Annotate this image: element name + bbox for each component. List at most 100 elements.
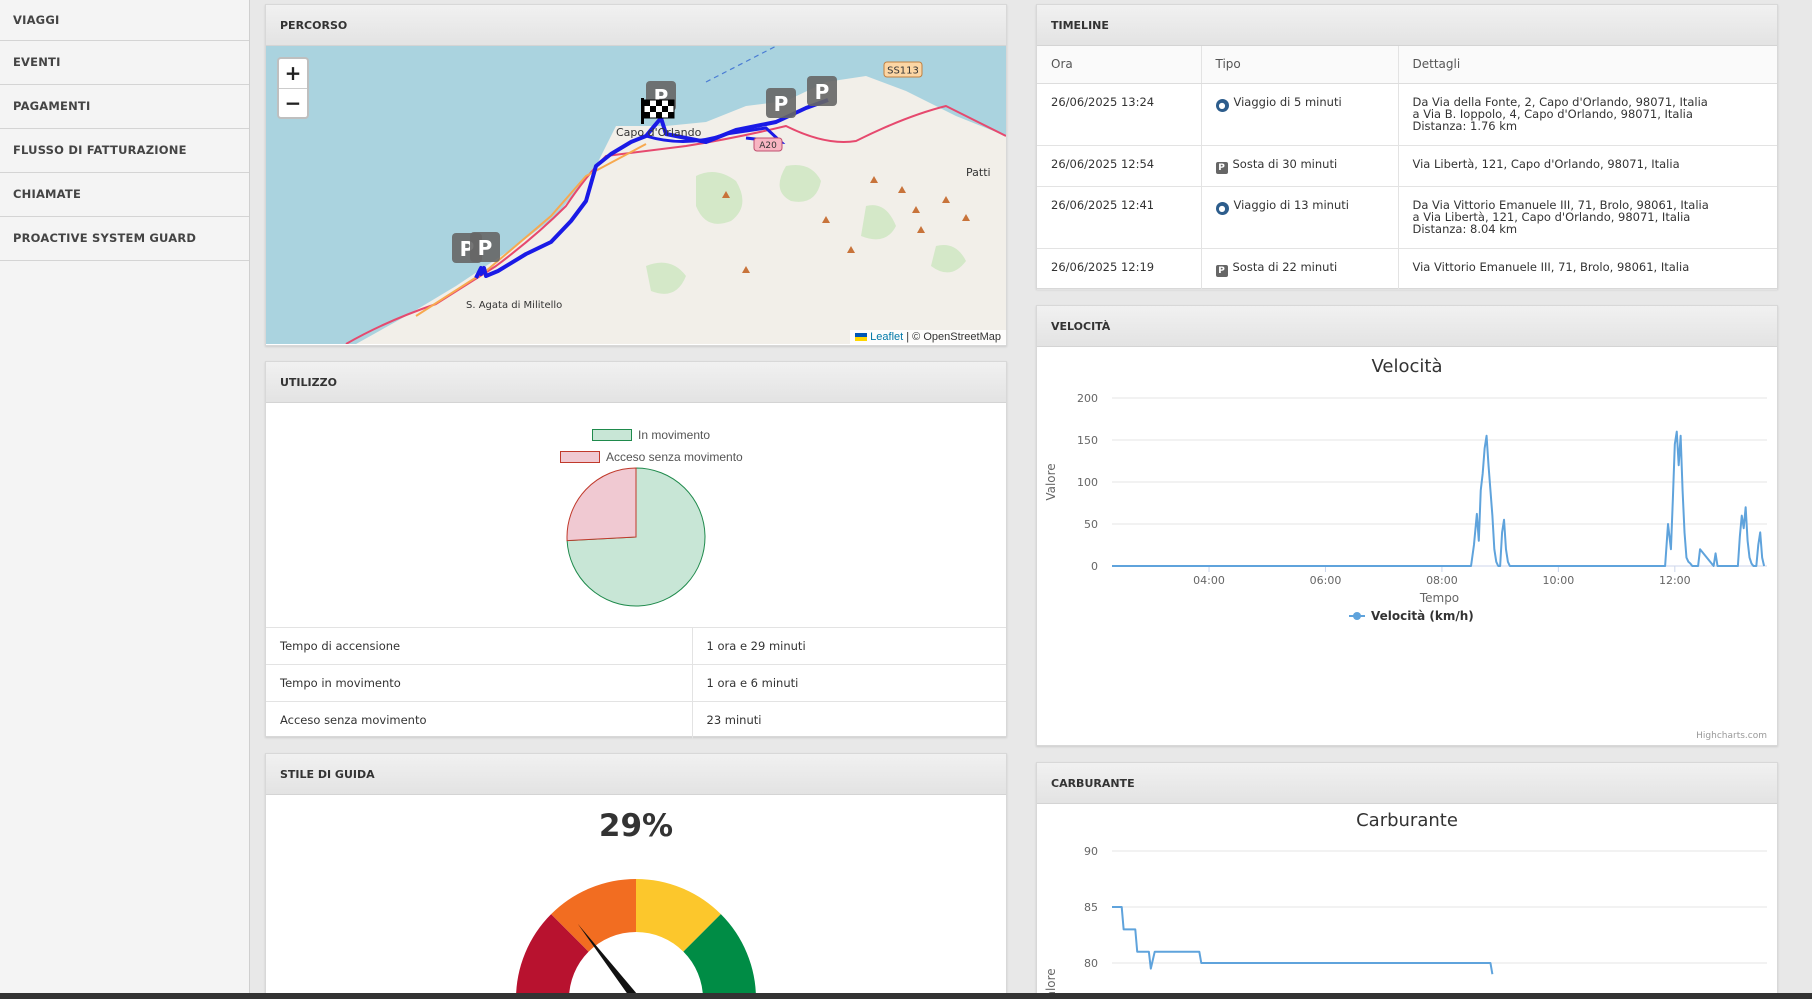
series-line xyxy=(1112,430,1766,567)
row-type: ● Viaggio di 13 minuti xyxy=(1201,186,1399,249)
row-time: 26/06/2025 12:54 xyxy=(1037,145,1202,187)
route-map[interactable]: P P P P P SS113 A20 Capo d'Orlando Patti… xyxy=(266,46,1006,344)
peak-markers xyxy=(722,176,970,273)
sidebar-item-viaggi[interactable]: VIAGGI xyxy=(0,0,249,41)
table-row[interactable]: 26/06/2025 12:54 P Sosta di 30 minuti Via… xyxy=(1037,145,1777,187)
table-row[interactable]: 26/06/2025 12:41 ● Viaggio di 13 minuti D… xyxy=(1037,186,1777,249)
osm-attribution[interactable]: | © OpenStreetMap xyxy=(906,331,1001,343)
fuel-chart: 80 85 90 Valore xyxy=(1044,845,1767,999)
chart-title: Velocità xyxy=(1371,356,1443,377)
svg-text:SS113: SS113 xyxy=(887,66,919,77)
gauge-segment-orange xyxy=(551,879,636,952)
finish-flag-icon xyxy=(641,98,675,124)
column-header-dettagli[interactable]: Dettagli xyxy=(1398,46,1777,84)
legend-item-in-movimento[interactable]: In movimento xyxy=(592,428,710,442)
map-canvas: P P P P P SS113 A20 Capo d'Orlando Patti… xyxy=(345,46,1006,344)
table-row[interactable]: 26/06/2025 13:24 ● Viaggio di 5 minuti Da… xyxy=(1037,83,1777,146)
row-type-label: Viaggio di 5 minuti xyxy=(1233,94,1342,109)
leaflet-link[interactable]: Leaflet xyxy=(870,331,904,343)
y-tick-label: 150 xyxy=(1077,434,1098,447)
row-label: Tempo di accensione xyxy=(266,627,693,665)
pie-slice-acceso-senza-movimento xyxy=(566,467,637,542)
column-header-tipo[interactable]: Tipo xyxy=(1201,46,1399,84)
row-value: 1 ora e 29 minuti xyxy=(692,627,1006,665)
row-time: 26/06/2025 12:41 xyxy=(1037,186,1202,249)
sidebar-item-pagamenti[interactable]: PAGAMENTI xyxy=(0,85,249,129)
carburante-header: CARBURANTE xyxy=(1037,763,1777,804)
ukraine-flag-icon xyxy=(855,333,868,341)
parking-marker: P xyxy=(766,88,796,118)
row-type: P Sosta di 22 minuti xyxy=(1201,248,1399,290)
table-row: Tempo di accensione 1 ora e 29 minuti xyxy=(266,627,1006,665)
column-header-ora[interactable]: Ora xyxy=(1037,46,1202,84)
zoom-control: + − xyxy=(277,57,309,119)
driving-style-gauge xyxy=(516,879,756,999)
x-tick-label: 12:00 xyxy=(1659,574,1691,587)
legend-item-acceso-senza-movimento[interactable]: Acceso senza movimento xyxy=(560,450,743,464)
utilizzo-panel: UTILIZZO In movimento Acceso senza movim… xyxy=(265,361,1007,739)
y-tick-label: 200 xyxy=(1077,392,1098,405)
sidebar-item-proactive-system-guard[interactable]: PROACTIVE SYSTEM GUARD xyxy=(0,217,249,261)
legend-swatch xyxy=(592,429,632,441)
y-tick-label: 0 xyxy=(1091,560,1098,573)
row-type-label: Sosta di 30 minuti xyxy=(1232,156,1338,171)
timeline-panel: TIMELINE Ora Tipo Dettagli 26/06/2025 13… xyxy=(1036,4,1778,290)
map-ferry-line xyxy=(705,46,778,83)
timeline-table: Ora Tipo Dettagli 26/06/2025 13:24 ● Viag… xyxy=(1037,46,1777,290)
map-land xyxy=(356,76,1006,344)
legend-item: Velocità (km/h) xyxy=(1349,609,1474,623)
sidebar-item-chiamate[interactable]: CHIAMATE xyxy=(0,173,249,217)
x-tick-label: 04:00 xyxy=(1193,574,1225,587)
row-details: Da Via Vittorio Emanuele III, 71, Brolo,… xyxy=(1398,186,1777,249)
gauge-segment-green xyxy=(683,914,756,999)
sidebar: VIAGGI EVENTI PAGAMENTI FLUSSO DI FATTUR… xyxy=(0,0,250,999)
town-label-patti: Patti xyxy=(966,166,991,179)
usage-pie-chart xyxy=(566,467,706,607)
zoom-in-button[interactable]: + xyxy=(284,61,302,85)
row-value: 23 minuti xyxy=(692,701,1006,739)
x-tick-label: 10:00 xyxy=(1543,574,1575,587)
row-type-label: Sosta di 22 minuti xyxy=(1232,259,1338,274)
x-axis-label: Tempo xyxy=(1419,591,1459,605)
y-axis-label: Valore xyxy=(1044,463,1058,500)
car-icon: ● xyxy=(1215,201,1229,215)
town-label-capo-dorlando: Capo d'Orlando xyxy=(616,126,702,139)
row-label: Tempo in movimento xyxy=(266,664,693,702)
gauge-segment-red xyxy=(516,914,589,999)
y-tick-label: 100 xyxy=(1077,476,1098,489)
percorso-header: PERCORSO xyxy=(266,5,1006,46)
row-value: 1 ora e 6 minuti xyxy=(692,664,1006,702)
percorso-panel: PERCORSO P P P P P xyxy=(265,4,1007,346)
sidebar-item-flusso-di-fatturazione[interactable]: FLUSSO DI FATTURAZIONE xyxy=(0,129,249,173)
svg-text:P: P xyxy=(478,236,493,260)
row-details: Via Vittorio Emanuele III, 71, Brolo, 98… xyxy=(1398,248,1777,290)
row-time: 26/06/2025 13:24 xyxy=(1037,83,1202,146)
y-tick-label: 85 xyxy=(1084,901,1098,914)
table-row[interactable]: 26/06/2025 12:19 P Sosta di 22 minuti Via… xyxy=(1037,248,1777,290)
y-tick-label: 50 xyxy=(1084,518,1098,531)
row-type: ● Viaggio di 5 minuti xyxy=(1201,83,1399,146)
gauge-arcs xyxy=(516,879,756,999)
series-line xyxy=(1112,906,1494,975)
stile-header: STILE DI GUIDA xyxy=(266,754,1006,795)
speed-chart: 0 50 100 150 200 04:00 06:00 08:00 10:00 12:00 Tem… xyxy=(1044,392,1767,623)
car-icon: ● xyxy=(1215,98,1229,112)
highcharts-credits[interactable]: Highcharts.com xyxy=(1696,731,1767,741)
timeline-header-row: Ora Tipo Dettagli xyxy=(1037,46,1777,84)
legend-swatch xyxy=(560,451,600,463)
town-label-s-agata: S. Agata di Militello xyxy=(466,300,562,311)
sidebar-item-eventi[interactable]: EVENTI xyxy=(0,41,249,85)
carburante-panel: CARBURANTE Carburante 80 85 90 Valore xyxy=(1036,762,1778,999)
route-loop xyxy=(645,126,786,145)
utilizzo-header: UTILIZZO xyxy=(266,362,1006,403)
table-row: Tempo in movimento 1 ora e 6 minuti xyxy=(266,664,1006,702)
row-time: 26/06/2025 12:19 xyxy=(1037,248,1202,290)
gauge-value: 29% xyxy=(598,808,674,844)
zoom-out-button[interactable]: − xyxy=(279,88,307,117)
chart-title: Carburante xyxy=(1356,810,1458,831)
bottom-bar xyxy=(0,993,1812,999)
row-type-label: Viaggio di 13 minuti xyxy=(1233,197,1349,212)
legend-label: Acceso senza movimento xyxy=(606,450,743,464)
y-tick-label: 80 xyxy=(1084,957,1098,970)
y-axis-label: Valore xyxy=(1044,968,1058,999)
